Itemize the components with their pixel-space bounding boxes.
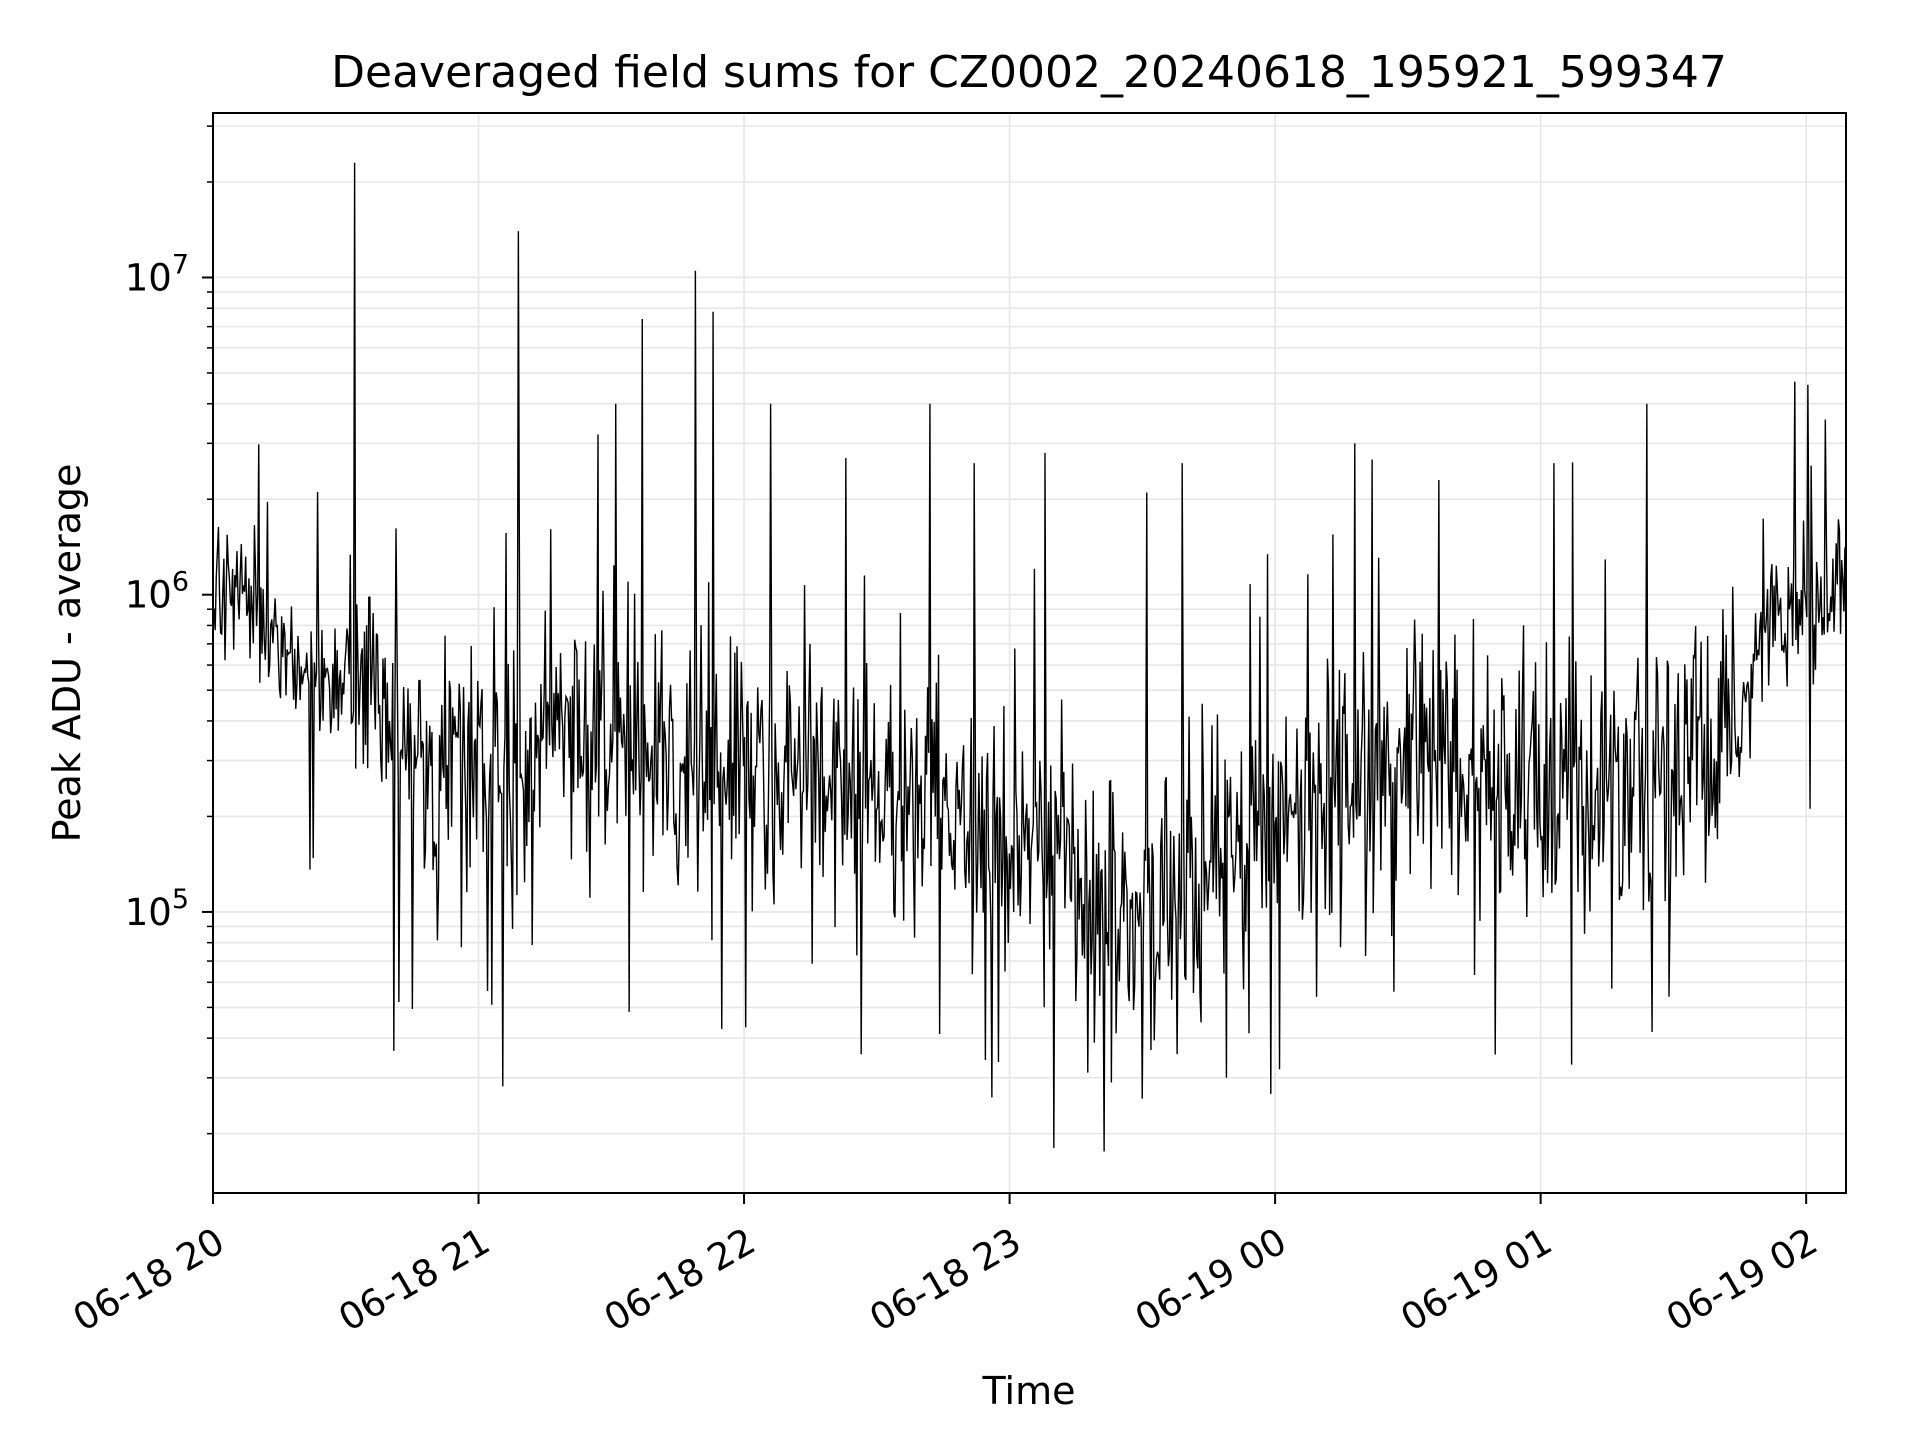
x-tick-label: 06-19 01 xyxy=(1394,1220,1560,1340)
x-tick-label: 06-19 00 xyxy=(1128,1220,1294,1340)
chart-title: Deaveraged field sums for CZ0002_2024061… xyxy=(331,47,1727,98)
x-axis-ticks: 06-18 20 06-18 21 06-18 22 06-18 23 06-19 00… xyxy=(66,1193,1825,1340)
x-tick-label: 06-18 21 xyxy=(331,1220,497,1340)
y-axis-label: Peak ADU - average xyxy=(45,464,89,843)
y-tick-label: 106 xyxy=(125,567,189,617)
plot-area xyxy=(213,162,1846,1152)
y-tick-label: 107 xyxy=(125,249,189,299)
x-tick-label: 06-18 23 xyxy=(863,1220,1029,1340)
x-tick-label: 06-18 20 xyxy=(66,1220,232,1340)
x-axis-label: Time xyxy=(982,1369,1076,1413)
y-tick-label: 105 xyxy=(125,884,189,934)
axes-frame xyxy=(212,112,1847,1194)
data-series-line xyxy=(213,162,1846,1152)
grid-lines xyxy=(212,113,1846,1193)
x-tick-label: 06-18 22 xyxy=(597,1220,763,1340)
x-tick-label: 06-19 02 xyxy=(1659,1220,1825,1340)
y-axis-ticks: 105 106 107 xyxy=(125,125,213,1135)
